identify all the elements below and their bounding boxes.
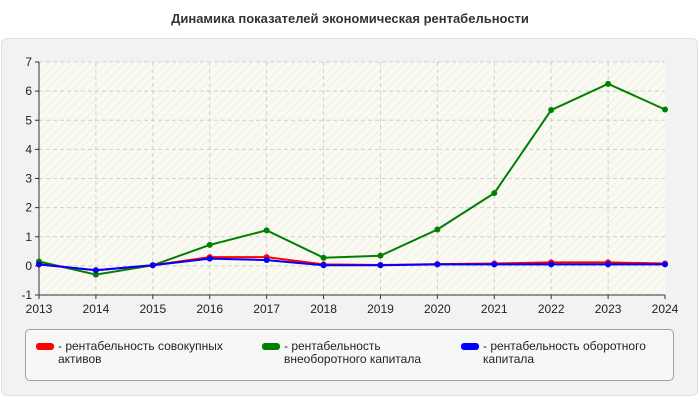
series-current-point <box>548 261 555 268</box>
series-noncurrent-point <box>605 80 612 87</box>
y-tick-label: 2 <box>25 201 32 215</box>
series-current-point <box>92 267 99 274</box>
legend-label-noncurrent: - рентабельность внеоборотного капитала <box>284 339 421 366</box>
legend-label-current: - рентабельность оборотного капитала <box>483 339 646 366</box>
series-current-point <box>662 261 668 268</box>
legend-label-assets: - рентабельность совокупных активов <box>58 339 223 366</box>
x-tick-label: 2017 <box>253 302 280 316</box>
series-noncurrent-point <box>377 252 384 259</box>
series-noncurrent-point <box>206 241 213 248</box>
series-noncurrent-point <box>320 254 327 261</box>
y-tick-label: 1 <box>25 230 32 244</box>
x-tick-label: 2016 <box>196 302 223 316</box>
legend-swatch-current <box>461 343 479 350</box>
chart-title: Динамика показателей экономическая рента… <box>171 11 529 26</box>
series-current-point <box>605 261 612 268</box>
series-noncurrent-point <box>92 271 99 278</box>
grid-lines <box>39 61 665 295</box>
x-tick-label: 2014 <box>83 302 110 316</box>
series-current-point <box>377 262 384 269</box>
y-tick-label: 5 <box>25 113 32 127</box>
series-current-point <box>36 261 42 268</box>
y-tick-label: 6 <box>25 84 32 98</box>
series-current-line <box>38 257 665 272</box>
series-current-point <box>149 262 156 269</box>
x-tick-label: 2023 <box>595 302 622 316</box>
series-noncurrent-point <box>491 190 498 197</box>
series-current-point <box>320 262 327 269</box>
x-tick-label: 2019 <box>367 302 394 316</box>
x-tick-label: 2022 <box>538 302 565 316</box>
series-current-point <box>206 255 213 262</box>
legend: - рентабельность совокупных активов - ре… <box>25 329 674 381</box>
legend-swatch-assets <box>36 343 54 350</box>
axes <box>35 61 666 299</box>
y-tick-labels: -1 0 1 2 3 4 5 6 7 <box>21 55 32 302</box>
series-current-point <box>263 257 270 264</box>
series-current-point <box>491 261 498 268</box>
x-tick-label: 2020 <box>424 302 451 316</box>
series-lines <box>36 80 668 278</box>
series-noncurrent-point <box>263 227 270 234</box>
x-tick-label: 2013 <box>26 302 53 316</box>
y-tick-label: 4 <box>25 142 32 156</box>
x-tick-labels: 2013 2014 2015 2016 2017 2018 2019 2020 2021 2022… <box>26 302 679 316</box>
x-tick-label: 2021 <box>481 302 508 316</box>
series-noncurrent-point <box>548 107 555 114</box>
series-current-point <box>434 261 441 268</box>
y-tick-label: -1 <box>21 288 32 302</box>
x-tick-label: 2024 <box>652 302 679 316</box>
x-tick-label: 2015 <box>139 302 166 316</box>
x-tick-label: 2018 <box>310 302 337 316</box>
y-tick-label: 3 <box>25 172 32 186</box>
series-noncurrent-point <box>434 226 441 233</box>
y-tick-label: 7 <box>25 55 32 69</box>
series-noncurrent-point <box>662 106 668 113</box>
legend-swatch-noncurrent <box>262 343 280 350</box>
y-tick-label: 0 <box>25 259 32 273</box>
